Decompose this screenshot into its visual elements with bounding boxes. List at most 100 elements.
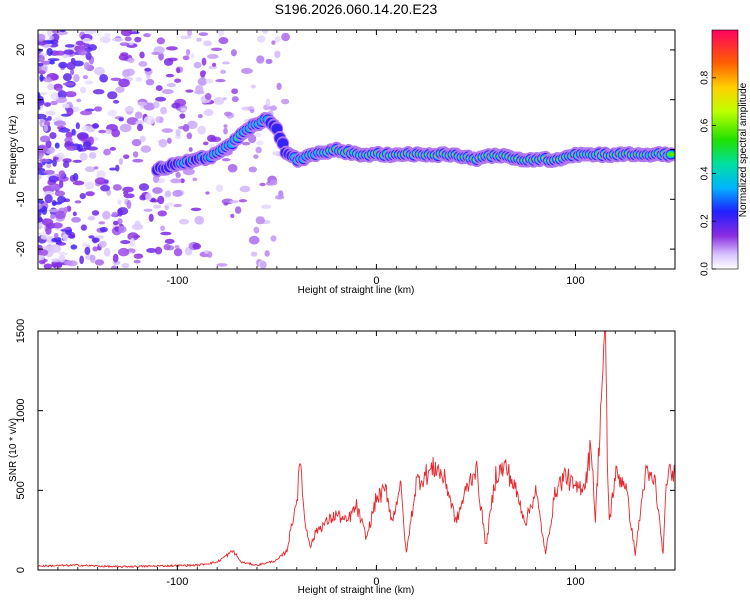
noise-speckle xyxy=(144,67,152,72)
noise-speckle xyxy=(195,85,204,94)
noise-speckle xyxy=(38,113,47,120)
noise-speckle xyxy=(76,98,82,103)
noise-speckle xyxy=(66,61,76,70)
noise-speckle xyxy=(56,30,68,36)
noise-speckle xyxy=(127,232,139,241)
noise-speckle xyxy=(47,58,60,62)
noise-speckle xyxy=(83,62,90,70)
noise-speckle xyxy=(89,254,96,264)
noise-speckle xyxy=(43,263,53,269)
noise-speckle xyxy=(65,131,73,139)
noise-speckle xyxy=(49,132,57,140)
noise-speckle xyxy=(215,79,226,83)
noise-speckle xyxy=(171,102,181,109)
noise-speckle xyxy=(52,262,63,269)
noise-speckle xyxy=(38,215,43,223)
noise-speckle xyxy=(45,226,52,235)
noise-speckle xyxy=(75,122,80,130)
noise-speckle xyxy=(40,91,48,96)
snr-y-tick-label: 0 xyxy=(15,567,27,573)
noise-speckle xyxy=(248,166,257,173)
noise-speckle xyxy=(112,37,124,42)
noise-speckle xyxy=(111,211,118,218)
noise-speckle xyxy=(202,141,209,146)
noise-speckle xyxy=(180,35,192,40)
noise-speckle xyxy=(166,82,176,88)
colorbar-tick-label: 0.0 xyxy=(700,262,711,276)
noise-speckle xyxy=(74,200,82,204)
ridge-cell xyxy=(667,152,675,157)
noise-speckle xyxy=(58,61,68,69)
noise-speckle xyxy=(117,207,129,215)
noise-speckle xyxy=(64,260,73,266)
noise-speckle xyxy=(134,36,142,43)
noise-speckle xyxy=(38,33,46,42)
heatmap-cells xyxy=(38,30,675,269)
noise-speckle xyxy=(58,251,68,256)
noise-speckle xyxy=(265,98,271,107)
noise-speckle xyxy=(58,170,66,178)
noise-speckle xyxy=(50,91,59,101)
noise-speckle xyxy=(217,30,225,37)
noise-speckle xyxy=(126,117,139,125)
noise-speckle xyxy=(104,33,111,38)
noise-speckle xyxy=(53,232,59,239)
noise-speckle xyxy=(68,234,76,239)
noise-speckle xyxy=(133,259,141,264)
noise-speckle xyxy=(182,55,190,61)
noise-speckle xyxy=(269,105,278,111)
noise-speckle xyxy=(172,189,183,197)
noise-speckle xyxy=(194,215,205,225)
noise-speckle xyxy=(165,73,175,78)
colorbar-tick-label: 0.2 xyxy=(700,214,711,228)
noise-speckle xyxy=(41,205,48,215)
noise-speckle xyxy=(104,129,112,135)
noise-speckle xyxy=(164,238,175,244)
noise-speckle xyxy=(48,175,59,183)
noise-speckle xyxy=(220,69,227,75)
noise-speckle xyxy=(197,77,208,86)
noise-speckle xyxy=(66,107,74,116)
noise-speckle xyxy=(103,148,111,156)
noise-speckle xyxy=(255,132,262,138)
noise-speckle xyxy=(40,235,50,240)
noise-speckle xyxy=(110,77,122,82)
noise-speckle xyxy=(145,78,155,86)
noise-speckle xyxy=(199,70,206,78)
noise-speckle xyxy=(176,67,181,74)
noise-speckle xyxy=(84,246,91,255)
noise-speckle xyxy=(174,244,180,249)
noise-speckle xyxy=(128,41,134,46)
noise-speckle xyxy=(79,255,85,265)
noise-speckle xyxy=(262,30,269,34)
noise-speckle xyxy=(50,100,58,106)
noise-speckle xyxy=(204,92,212,101)
noise-speckle xyxy=(196,37,202,42)
noise-speckle xyxy=(52,158,57,167)
noise-speckle xyxy=(38,62,44,67)
noise-speckle xyxy=(212,62,217,67)
noise-speckle xyxy=(80,224,87,231)
chart-title: S196.2026.060.14.20.E23 xyxy=(275,1,438,17)
noise-speckle xyxy=(160,225,165,232)
noise-speckle xyxy=(239,185,251,193)
noise-speckle xyxy=(38,54,45,63)
snr-x-tick-label: 100 xyxy=(566,576,584,588)
noise-speckle xyxy=(38,162,43,171)
noise-speckle xyxy=(160,106,168,115)
noise-speckle xyxy=(84,181,95,190)
noise-speckle xyxy=(45,140,52,149)
noise-speckle xyxy=(153,204,162,209)
noise-speckle xyxy=(38,158,50,163)
noise-speckle xyxy=(62,160,70,169)
noise-speckle xyxy=(115,164,120,172)
noise-speckle xyxy=(84,166,96,173)
noise-speckle xyxy=(112,253,119,263)
snr-y-axis-label: SNR (10 * v/v) xyxy=(8,418,19,482)
noise-speckle xyxy=(47,83,55,91)
noise-speckle xyxy=(102,210,111,220)
noise-speckle xyxy=(215,184,224,193)
colorbar-tick-label: 0.8 xyxy=(700,70,711,84)
noise-speckle xyxy=(187,30,193,37)
colorbar-gradient xyxy=(712,30,738,269)
